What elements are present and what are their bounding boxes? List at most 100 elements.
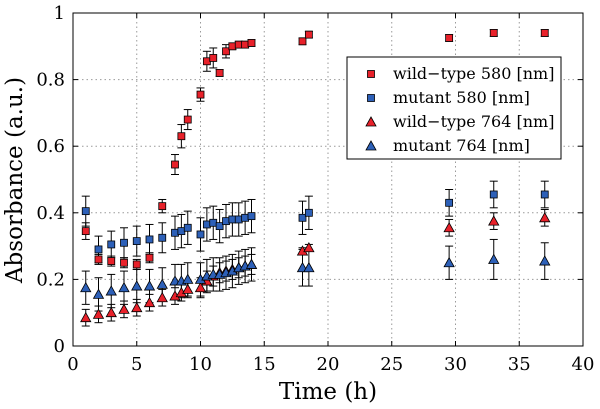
y-tick-label: 0: [54, 336, 65, 357]
axis-ticks: 0 5 10 15 20 25 30 35 40 0 0.2 0.4 0.6 0.8 1: [36, 3, 594, 375]
point-mutant-580-nm: [298, 213, 307, 222]
point-wild-type-580-nm: [145, 253, 154, 262]
legend: wild−type 580 [nm] mutant 580 [nm] wild−ty…: [346, 56, 562, 160]
point-mutant-580-nm: [228, 215, 237, 224]
x-tick-label: 10: [189, 354, 212, 375]
point-wild-type-580-nm: [228, 42, 237, 51]
point-mutant-580-nm: [202, 220, 211, 229]
point-mutant-764-nm: [156, 278, 168, 289]
x-axis-title: Time (h): [279, 379, 377, 405]
legend-label-wild-type-764-nm: wild−type 764 [nm]: [393, 112, 554, 131]
y-tick-label: 1: [54, 3, 65, 24]
data-markers: [80, 29, 551, 323]
point-mutant-764-nm: [182, 273, 194, 284]
legend-label-wild-type-580-nm: wild−type 580 [nm]: [393, 64, 554, 83]
point-mutant-580-nm: [158, 233, 167, 242]
point-wild-type-764-nm: [143, 296, 156, 308]
point-wild-type-580-nm: [209, 54, 218, 62]
point-mutant-764-nm: [143, 280, 156, 291]
point-wild-type-580-nm: [120, 258, 128, 267]
x-tick-label: 40: [572, 354, 595, 375]
point-mutant-580-nm: [145, 235, 154, 244]
point-mutant-580-nm: [183, 223, 192, 232]
point-mutant-764-nm: [539, 255, 551, 266]
point-mutant-764-nm: [303, 261, 315, 273]
y-tick-label: 0.8: [36, 70, 65, 91]
point-mutant-580-nm: [177, 227, 186, 236]
point-wild-type-764-nm: [92, 308, 105, 319]
point-wild-type-764-nm: [182, 283, 194, 294]
point-mutant-764-nm: [92, 288, 105, 299]
point-wild-type-764-nm: [303, 241, 315, 253]
x-tick-label: 25: [380, 354, 403, 375]
point-mutant-580-nm: [132, 237, 141, 246]
point-mutant-764-nm: [245, 258, 258, 269]
point-wild-type-764-nm: [118, 303, 130, 314]
point-wild-type-580-nm: [304, 30, 313, 39]
legend-marker-wild-type-764-nm: [365, 116, 377, 127]
point-wild-type-580-nm: [177, 132, 186, 141]
point-wild-type-580-nm: [132, 260, 141, 269]
y-tick-label: 0.6: [36, 136, 65, 157]
x-tick-label: 5: [131, 354, 142, 375]
x-tick-label: 30: [444, 354, 467, 375]
point-mutant-580-nm: [107, 240, 116, 249]
point-wild-type-580-nm: [171, 160, 179, 169]
point-mutant-580-nm: [445, 198, 454, 207]
point-wild-type-580-nm: [94, 255, 103, 264]
point-wild-type-580-nm: [107, 257, 116, 265]
point-wild-type-580-nm: [158, 202, 167, 211]
point-wild-type-764-nm: [131, 301, 143, 313]
point-mutant-580-nm: [222, 217, 230, 226]
point-wild-type-764-nm: [156, 291, 168, 303]
point-wild-type-764-nm: [539, 211, 551, 223]
x-tick-label: 35: [508, 354, 531, 375]
point-mutant-580-nm: [489, 190, 498, 199]
point-mutant-764-nm: [131, 280, 143, 291]
legend-marker-mutant-764-nm: [365, 140, 377, 151]
y-tick-label: 0.2: [36, 269, 65, 290]
point-mutant-580-nm: [304, 208, 313, 217]
legend-label-mutant-764-nm: mutant 764 [nm]: [393, 136, 530, 155]
point-wild-type-764-nm: [194, 281, 207, 293]
point-wild-type-580-nm: [489, 29, 498, 37]
point-wild-type-580-nm: [215, 69, 224, 77]
point-mutant-580-nm: [540, 190, 549, 199]
point-wild-type-764-nm: [443, 221, 455, 233]
point-wild-type-580-nm: [298, 37, 307, 46]
legend-label-mutant-580-nm: mutant 580 [nm]: [393, 88, 530, 107]
point-mutant-580-nm: [171, 228, 179, 237]
point-wild-type-764-nm: [105, 306, 117, 318]
point-mutant-580-nm: [247, 212, 256, 221]
point-mutant-764-nm: [118, 281, 130, 293]
point-mutant-580-nm: [196, 230, 205, 239]
point-wild-type-764-nm: [80, 311, 92, 323]
point-mutant-580-nm: [81, 207, 90, 216]
point-wild-type-580-nm: [445, 34, 454, 42]
point-mutant-580-nm: [94, 245, 103, 254]
point-mutant-580-nm: [209, 218, 218, 227]
y-tick-label: 0.4: [36, 203, 65, 224]
point-wild-type-764-nm: [488, 215, 500, 226]
point-wild-type-580-nm: [222, 47, 230, 56]
point-wild-type-580-nm: [540, 29, 549, 37]
y-axis-title: Absorbance (a.u.): [2, 77, 28, 284]
x-tick-label: 0: [67, 354, 78, 375]
legend-marker-wild-type-580-nm: [367, 70, 375, 78]
point-wild-type-580-nm: [183, 115, 192, 124]
point-mutant-764-nm: [80, 281, 92, 293]
point-mutant-764-nm: [105, 285, 117, 296]
point-wild-type-580-nm: [241, 40, 250, 49]
point-mutant-764-nm: [488, 253, 500, 264]
point-mutant-764-nm: [443, 256, 455, 268]
point-mutant-580-nm: [234, 215, 243, 224]
point-mutant-580-nm: [120, 238, 128, 247]
legend-marker-mutant-580-nm: [367, 94, 375, 102]
point-mutant-580-nm: [241, 213, 250, 222]
point-mutant-580-nm: [215, 222, 224, 231]
x-tick-label: 15: [253, 354, 276, 375]
legend-box: [346, 56, 562, 160]
point-wild-type-580-nm: [247, 39, 256, 47]
point-wild-type-580-nm: [234, 40, 243, 49]
